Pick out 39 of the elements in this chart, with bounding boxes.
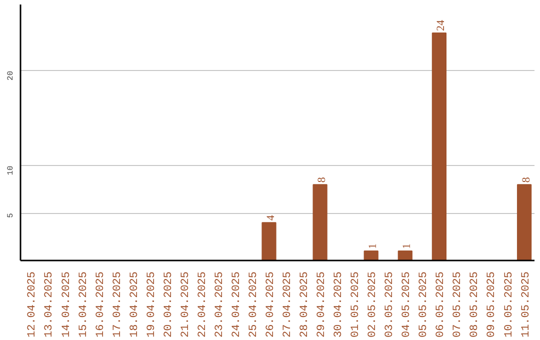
x-tick-label: 14.04.2025 [60, 271, 73, 338]
x-tick-label: 11.05.2025 [520, 271, 532, 338]
x-tick-label: 17.04.2025 [112, 271, 124, 338]
x-tick-label: 02.05.2025 [367, 271, 380, 338]
data-label: 4 [264, 214, 277, 221]
x-tick-label: 01.05.2025 [350, 271, 362, 338]
x-tick-label: 28.04.2025 [299, 271, 312, 338]
x-tick-label: 09.05.2025 [486, 271, 498, 338]
x-tick-label: 25.04.2025 [248, 271, 260, 338]
x-tick-label: 05.05.2025 [418, 271, 430, 338]
x-tick-label: 08.05.2025 [469, 271, 482, 338]
x-tick-label: 27.04.2025 [282, 271, 294, 338]
data-label: 8 [316, 176, 328, 183]
data-label: 24 [435, 19, 448, 31]
data-label: 1 [401, 244, 414, 250]
y-tick-label: 20 [6, 70, 16, 80]
x-tick-label: 12.04.2025 [26, 271, 39, 338]
x-tick-label: 20.04.2025 [162, 271, 175, 338]
x-tick-label: 10.05.2025 [503, 271, 516, 338]
x-tick-label: 18.04.2025 [128, 271, 141, 338]
x-tick-label: 26.04.2025 [264, 271, 277, 338]
data-label: 8 [520, 176, 532, 183]
x-tick-label: 13.04.2025 [44, 271, 56, 338]
y-tick-label: 5 [6, 212, 16, 218]
x-tick-label: 30.04.2025 [333, 271, 346, 338]
x-tick-label: 04.05.2025 [401, 271, 414, 338]
x-tick-label: 16.04.2025 [94, 271, 107, 338]
x-tick-label: 07.05.2025 [452, 271, 464, 338]
x-tick-label: 03.05.2025 [384, 271, 396, 338]
x-tick-label: 22.04.2025 [196, 271, 209, 338]
x-tick-label: 15.04.2025 [78, 271, 90, 338]
x-tick-label: 29.04.2025 [316, 271, 328, 338]
y-tick-label: 10 [6, 165, 16, 176]
x-tick-label: 24.04.2025 [230, 271, 243, 338]
x-tick-label: 06.05.2025 [435, 271, 448, 338]
x-tick-label: 19.04.2025 [146, 271, 158, 338]
x-tick-label: 23.04.2025 [214, 271, 226, 338]
x-tick-label: 21.04.2025 [180, 271, 192, 338]
data-label: 1 [367, 244, 380, 250]
